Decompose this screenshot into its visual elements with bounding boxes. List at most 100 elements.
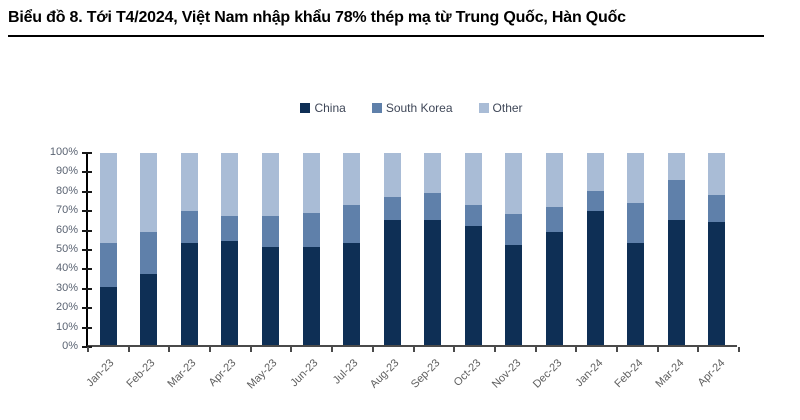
bar-segment-other	[667, 153, 685, 180]
bar-slot-oct-23	[453, 153, 494, 345]
x-axis-tick	[331, 347, 334, 352]
stacked-bar	[99, 153, 117, 345]
stacked-bar	[545, 153, 563, 345]
stacked-bar	[221, 153, 239, 345]
stacked-bar	[505, 153, 523, 345]
x-axis-tick	[168, 347, 171, 352]
stacked-bar	[180, 153, 198, 345]
bar-segment-south-korea	[180, 210, 198, 244]
bar-slot-mar-24	[656, 153, 697, 345]
bar-segment-other	[627, 153, 645, 203]
bar-segment-south-korea	[383, 197, 401, 221]
y-axis-tick	[82, 190, 92, 193]
y-axis-tick	[82, 287, 92, 290]
x-axis-tick	[87, 347, 89, 352]
x-axis-tick	[209, 347, 212, 352]
bar-segment-south-korea	[343, 204, 361, 244]
x-axis-tick	[738, 347, 740, 352]
bar-segment-south-korea	[586, 191, 604, 211]
bars-container	[88, 153, 737, 345]
x-axis-tick	[249, 347, 252, 352]
bar-slot-jan-23	[88, 153, 129, 345]
bar-segment-china	[343, 243, 361, 345]
bar-segment-china	[262, 247, 280, 345]
bar-segment-south-korea	[545, 206, 563, 232]
bar-segment-south-korea	[464, 204, 482, 226]
legend-swatch-icon	[478, 103, 489, 113]
bar-segment-south-korea	[505, 214, 523, 246]
bar-slot-aug-23	[372, 153, 413, 345]
bar-segment-other	[343, 153, 361, 205]
bar-segment-china	[424, 220, 442, 345]
y-axis-tick	[82, 326, 92, 329]
x-axis-labels: Jan-23 Feb-23 Mar-23 Apr-23 May-23 Jun-23 Jul-…	[85, 347, 737, 417]
bar-segment-other	[464, 153, 482, 205]
y-axis-tick-label: 20%	[55, 301, 78, 314]
bar-segment-other	[302, 153, 320, 213]
bar-segment-south-korea	[627, 202, 645, 244]
bar-segment-china	[586, 210, 604, 345]
bar-segment-china	[505, 245, 523, 345]
bar-slot-feb-24	[615, 153, 656, 345]
bar-segment-china	[383, 220, 401, 345]
bar-segment-south-korea	[667, 179, 685, 221]
stacked-bar	[262, 153, 280, 345]
bar-segment-other	[708, 153, 726, 196]
bar-segment-other	[586, 153, 604, 192]
y-axis-tick-label: 100%	[49, 146, 78, 158]
legend-item-other: Other	[478, 101, 523, 115]
y-axis-tick	[82, 152, 92, 154]
y-axis-tick	[82, 210, 92, 213]
x-axis-tick	[453, 347, 456, 352]
y-axis-tick	[82, 268, 92, 271]
y-axis-tick-label: 50%	[55, 243, 78, 255]
bar-segment-china	[221, 241, 239, 345]
stacked-bar	[667, 153, 685, 345]
plot-area: 0% 10% 20% 30% 40% 50% 60% 70% 80% 90% 100%	[50, 146, 740, 352]
bar-slot-apr-23	[210, 153, 251, 345]
bar-segment-other	[424, 153, 442, 194]
bar-segment-other	[545, 153, 563, 207]
stacked-bar	[627, 153, 645, 345]
stacked-bar	[586, 153, 604, 345]
bar-segment-china	[708, 222, 726, 345]
y-axis-tick-label: 80%	[55, 184, 78, 197]
bar-segment-china	[302, 247, 320, 345]
bar-segment-other	[262, 153, 280, 217]
bar-slot-apr-24	[696, 153, 737, 345]
stacked-bar	[383, 153, 401, 345]
bar-slot-nov-23	[494, 153, 535, 345]
bar-slot-sep-23	[413, 153, 454, 345]
legend: China South Korea Other	[86, 101, 737, 115]
x-axis-tick	[290, 347, 293, 352]
bar-segment-other	[99, 153, 117, 244]
x-axis-tick	[575, 347, 578, 352]
x-axis-tick	[493, 347, 496, 352]
stacked-bar	[302, 153, 320, 345]
y-axis-tick	[82, 171, 92, 174]
stacked-bar	[424, 153, 442, 345]
y-axis-tick-label: 60%	[55, 223, 78, 236]
bar-slot-jan-24	[575, 153, 616, 345]
bar-segment-china	[99, 287, 117, 345]
y-axis-tick-label: 70%	[55, 204, 78, 217]
y-axis-tick-label: 0%	[62, 340, 78, 352]
stacked-bar	[343, 153, 361, 345]
y-axis-tick-label: 30%	[55, 281, 78, 294]
legend-item-south-korea: South Korea	[371, 101, 453, 115]
stacked-bar	[708, 153, 726, 345]
bar-slot-mar-23	[169, 153, 210, 345]
bar-segment-south-korea	[302, 212, 320, 248]
bar-segment-south-korea	[140, 231, 158, 274]
bar-slot-dec-23	[534, 153, 575, 345]
bar-segment-other	[383, 153, 401, 198]
bar-segment-other	[180, 153, 198, 211]
bar-segment-south-korea	[424, 193, 442, 221]
bar-segment-south-korea	[708, 195, 726, 223]
bar-segment-south-korea	[262, 216, 280, 248]
bar-slot-jul-23	[331, 153, 372, 345]
x-axis-tick	[127, 347, 130, 352]
x-axis-tick	[615, 347, 618, 352]
legend-label: China	[314, 101, 346, 115]
